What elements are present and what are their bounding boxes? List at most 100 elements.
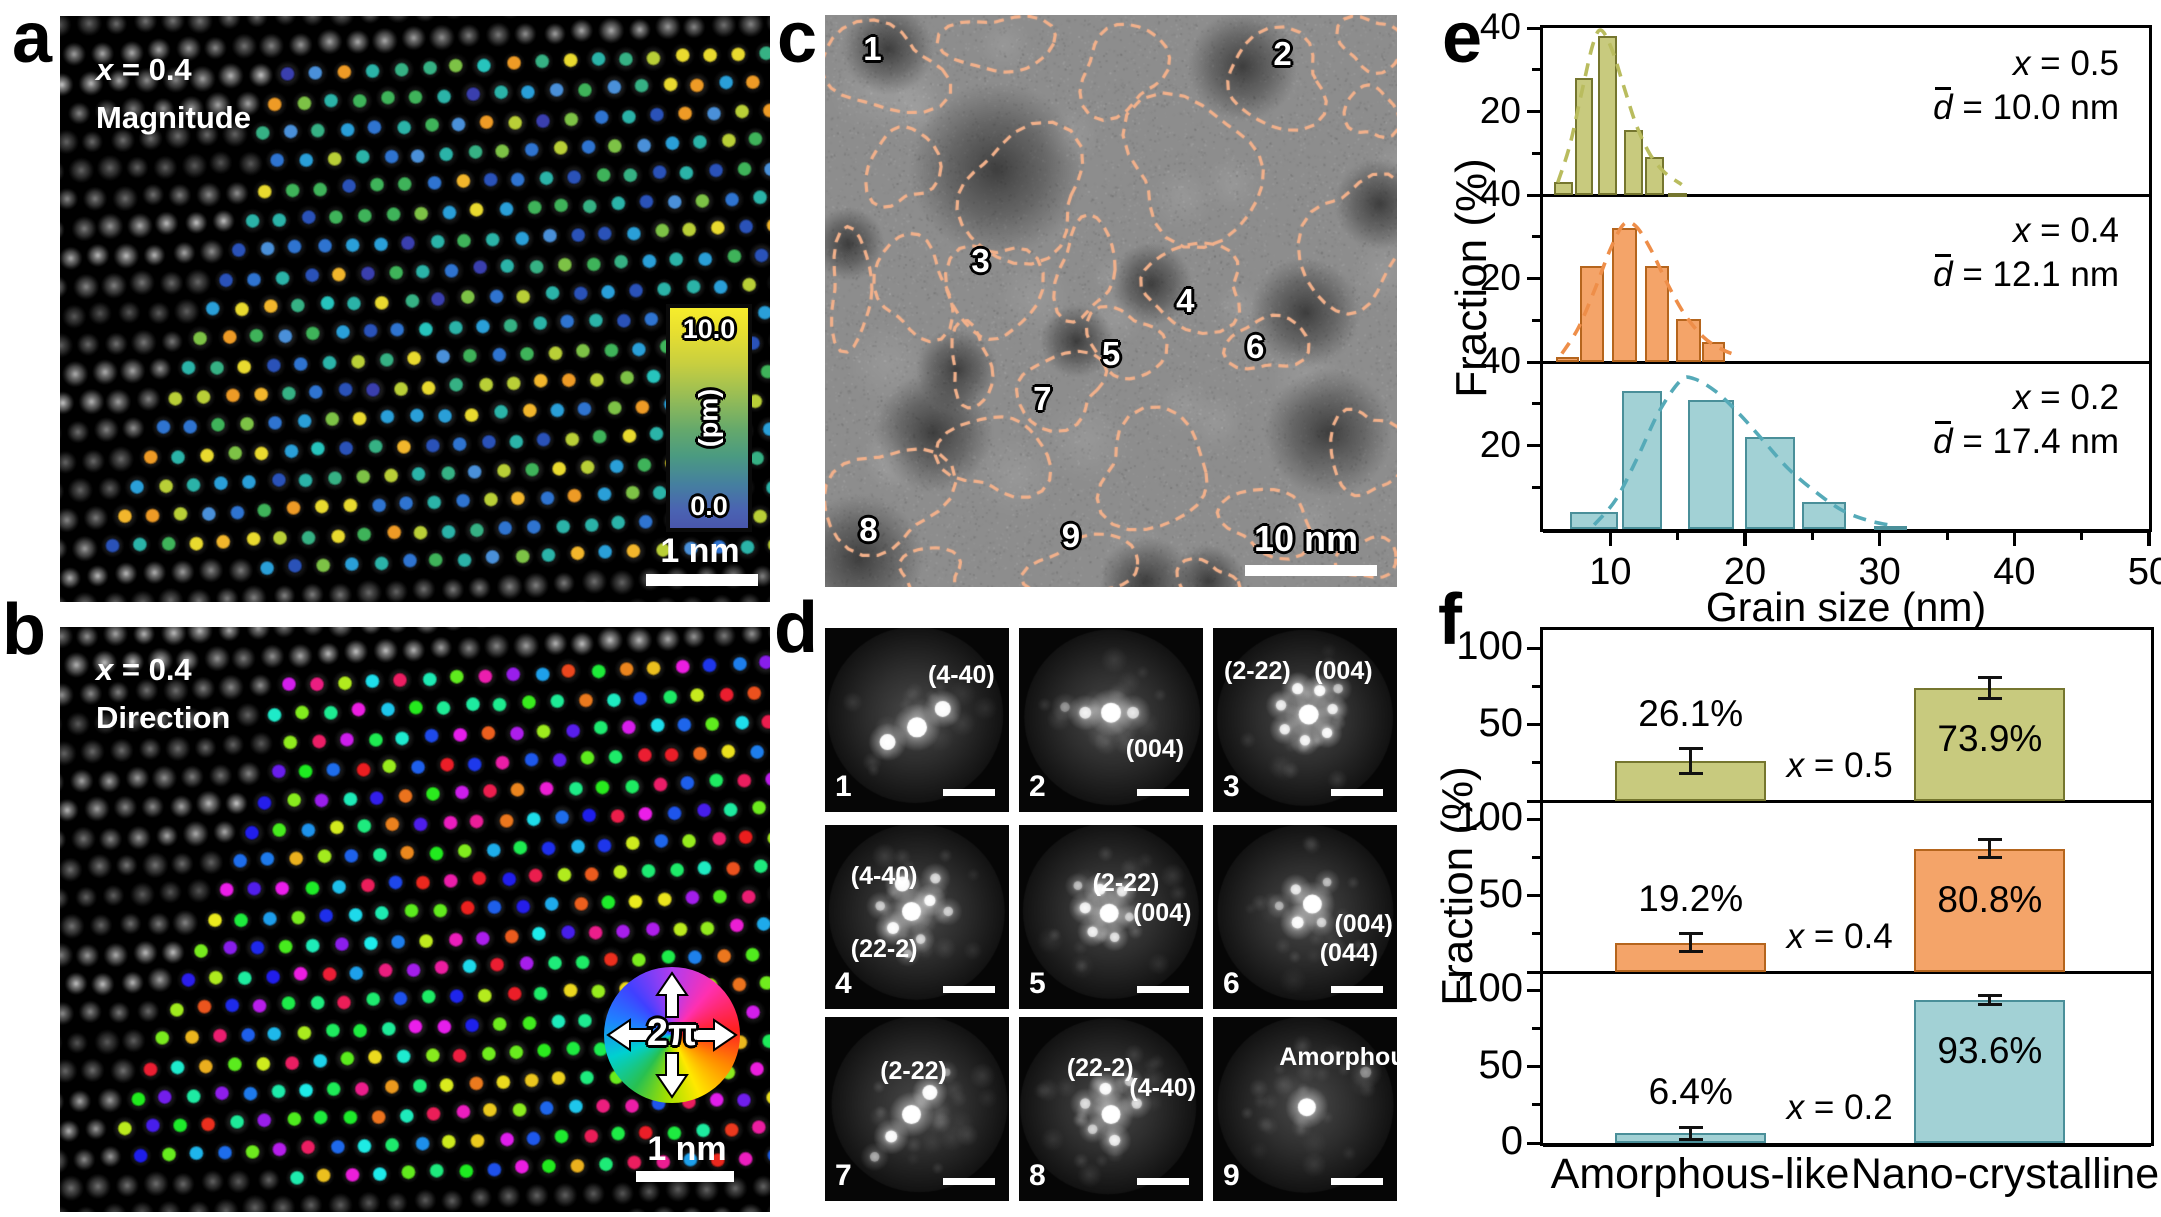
value-label: 93.6%	[1937, 1030, 2043, 1072]
y-axis-tick	[1527, 110, 1540, 113]
diffraction-tile: 2 (004)	[1019, 628, 1203, 812]
y-axis-tick	[1532, 1103, 1540, 1107]
y-axis-tick	[1527, 26, 1540, 30]
diffraction-tile: 5 (2-22) (004)	[1019, 825, 1203, 1009]
histogram-bar	[1701, 341, 1725, 362]
diffraction-pattern-canvas	[1213, 825, 1397, 1009]
sample-label: x = 0.2	[1786, 1088, 1893, 1127]
subpanel-divider	[1543, 799, 2151, 803]
tile-annotation: Amorphous	[1279, 1042, 1420, 1071]
tile-annotation: (2-22)	[880, 1057, 947, 1086]
y-tick-label: 100	[1456, 624, 1523, 669]
y-tick-label: 20	[1479, 423, 1521, 465]
x-tick-label: 40	[1993, 551, 2036, 593]
value-label: 80.8%	[1937, 878, 2043, 920]
x-axis-minor-tick	[2080, 532, 2084, 540]
sample-x-symbol: x	[96, 652, 114, 687]
tile-number: 6	[1223, 967, 1240, 1000]
y-tick-label: 40	[1479, 6, 1521, 47]
histogram-bar	[1574, 78, 1594, 195]
diffraction-pattern-canvas	[1213, 628, 1397, 812]
panel-a-scalebar-label: 1 nm	[660, 532, 740, 570]
plot-frame-left	[1540, 627, 1543, 1146]
tile-annotation: (2-22)	[1092, 869, 1160, 898]
plot-frame-left	[1540, 25, 1543, 532]
map-mode-label: Magnitude	[96, 100, 251, 136]
category-label-amorphous: Amorphous-like	[1550, 1150, 1850, 1198]
histogram-bar	[1688, 399, 1735, 529]
x-tick-label: 50	[2127, 551, 2161, 593]
panel-a-stem-image: x = 0.4 Magnitude 10.0 (pm) 0.0 1 nm	[60, 16, 770, 602]
y-axis-tick	[1527, 817, 1540, 821]
grain-number-layer: 1 2 3 4 5 6 7 8 9	[825, 15, 1397, 587]
tile-scalebar	[1331, 1178, 1383, 1185]
tile-annotation: (4-40)	[928, 661, 995, 690]
diffraction-pattern-canvas	[1019, 1017, 1203, 1201]
stem-direction-canvas	[60, 627, 770, 1212]
y-axis-tick	[1527, 646, 1540, 650]
tile-annotation: (004)	[1125, 734, 1185, 763]
y-axis-tick	[1527, 277, 1540, 280]
dbar-symbol: d	[1933, 421, 1953, 461]
diffraction-tile: 4 (4-40) (22-2)	[825, 825, 1009, 1009]
diffraction-tile: 6 (004) (044)	[1213, 825, 1397, 1009]
subpanel-divider	[1543, 360, 2149, 364]
error-bar-cap	[1977, 697, 2002, 701]
diffraction-pattern-canvas	[825, 628, 1009, 812]
histogram-bar	[1676, 318, 1701, 362]
tile-annotation: (22-2)	[1066, 1053, 1134, 1082]
grain-number: 2	[1273, 34, 1292, 72]
error-bar-cap	[1977, 1003, 2002, 1007]
x-tick-label: 20	[1723, 551, 1767, 593]
y-axis-tick	[1527, 444, 1540, 447]
grain-number: 4	[1176, 282, 1195, 319]
histogram-bar	[1801, 501, 1846, 529]
sample-x-symbol: x	[1786, 1088, 1805, 1127]
histogram-bar	[1598, 36, 1618, 195]
color-wheel-arrows-icon	[606, 971, 738, 1099]
tile-scalebar	[1331, 986, 1383, 993]
tile-annotation: (22-2)	[850, 935, 918, 964]
panel-a-caption: x = 0.4 Magnitude	[96, 46, 251, 142]
magnitude-colorbar: 10.0 (pm) 0.0	[666, 304, 752, 532]
x-axis-minor-tick	[1810, 532, 1814, 540]
x-axis-tick	[2012, 532, 2017, 546]
tile-annotation: (4-40)	[1129, 1074, 1197, 1103]
error-bar-cap	[1977, 837, 2002, 841]
y-axis-tick	[1532, 235, 1540, 239]
diffraction-tile: 9 Amorphous	[1213, 1017, 1420, 1201]
error-bar-cap	[1678, 771, 1703, 775]
panel-a-scalebar	[646, 574, 758, 586]
sample-annotation: x = 0.5	[2012, 44, 2119, 83]
plot-frame-top	[1543, 25, 2149, 28]
error-bar-cap	[1678, 1125, 1703, 1129]
grain-number: 9	[1061, 516, 1081, 554]
diffraction-tile: 7 (2-22)	[825, 1017, 1009, 1201]
colorbar-max-label: 10.0	[682, 314, 736, 344]
value-label: 6.4%	[1648, 1071, 1733, 1113]
panel-a-letter: a	[12, 0, 53, 78]
value-label: 73.9%	[1937, 718, 2043, 760]
x-tick-label: 10	[1589, 551, 1632, 593]
histogram-bar	[1645, 157, 1665, 195]
x-axis-tick	[1743, 532, 1747, 546]
sample-x-symbol: x	[1786, 746, 1805, 785]
error-bar-cap	[1678, 1137, 1703, 1141]
direction-color-wheel: 2π	[604, 967, 740, 1103]
grain-number: 1	[863, 30, 882, 68]
histogram-bar	[1556, 356, 1580, 362]
panel-e-x-axis-label: Grain size (nm)	[1705, 584, 1987, 630]
sample-x-value: = 0.4	[113, 52, 192, 87]
dbar-symbol: d	[1933, 87, 1953, 127]
error-bar-cap	[1678, 747, 1703, 751]
y-axis-tick	[1532, 684, 1540, 688]
tile-number: 5	[1029, 967, 1046, 1000]
tile-number: 7	[835, 1159, 852, 1192]
sample-x-symbol: x	[96, 52, 114, 87]
y-tick-label: 40	[1479, 173, 1521, 214]
plot-frame-bottom	[1543, 1143, 2151, 1147]
error-bar-cap	[1678, 932, 1703, 936]
sample-x-symbol: x	[2012, 44, 2031, 83]
histogram-bar	[1645, 265, 1669, 362]
